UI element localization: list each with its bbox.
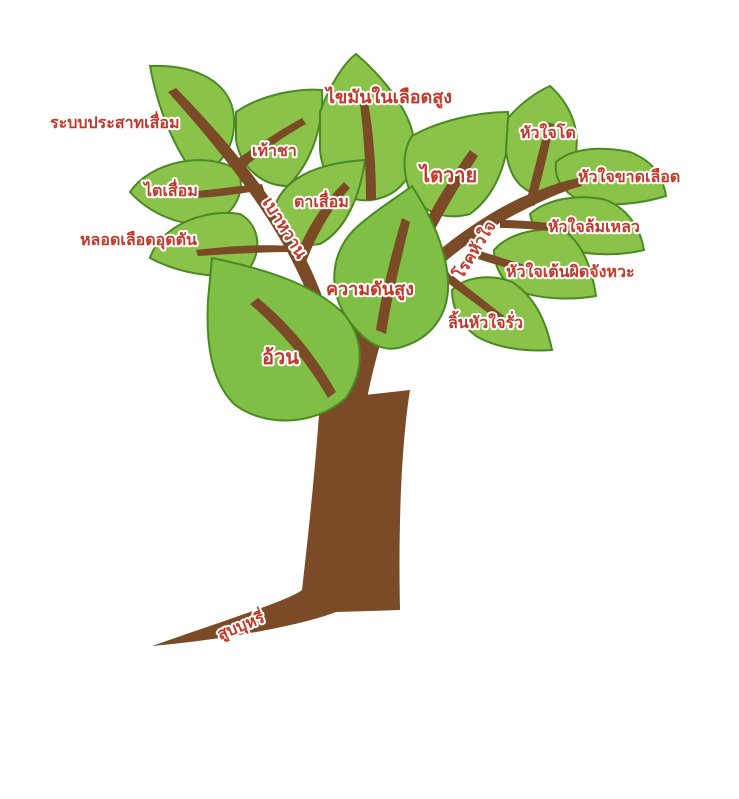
label-high-cholesterol: ไขมันในเลือดสูง [324,86,452,109]
label-heart-ischemia: หัวใจขาดเลือด [578,167,680,186]
leaf-kidney-degeneration [128,159,242,226]
vein-hypertension [376,218,410,334]
label-arrhythmia: หัวใจเต้นผิดจังหวะ [506,262,635,281]
branch-diabetes [168,88,322,300]
twig-kidney-degeneration [186,184,264,198]
vein-obesity [250,298,336,398]
label-heart-failure: หัวใจล้มเหลว [548,217,640,236]
label-obesity: อ้วน [262,345,299,369]
label-valve-leak: ลิ้นหัวใจรั่ว [448,310,523,332]
label-root-smoking: สูบบุหรี่ [214,606,269,646]
twig-heart-failure [500,220,588,234]
twig-artery [196,245,292,256]
twig-arrhythmia [468,248,546,278]
label-nerve-degeneration: ระบบประสาทเสื่อม [50,111,180,132]
label-enlarged-heart: หัวใจโต [520,122,576,142]
tree-trunk [152,390,410,646]
label-kidney-failure: ไตวาย [418,163,477,187]
label-eye-degeneration: ตาเสื่อม [294,190,349,211]
twig-high-cholesterol [360,102,376,200]
leaf-artery [148,211,259,277]
label-foot-numbness: เท้าชา [252,141,297,160]
label-artery-blockage: หลอดเลือดอุดตัน [80,230,197,250]
label-hypertension: ความดันสูง [326,279,414,301]
twig-valve-leak [444,272,504,322]
twig-foot-numbness [236,118,306,168]
leaf-kidney-failure [403,110,510,218]
leaf-heart-ischemia [554,147,668,206]
twig-eye-degeneration [296,182,350,262]
twig-enlarged-heart [526,122,554,206]
leaf-veins [250,218,410,398]
label-kidney-degeneration: ไตเสื่อม [142,179,198,200]
